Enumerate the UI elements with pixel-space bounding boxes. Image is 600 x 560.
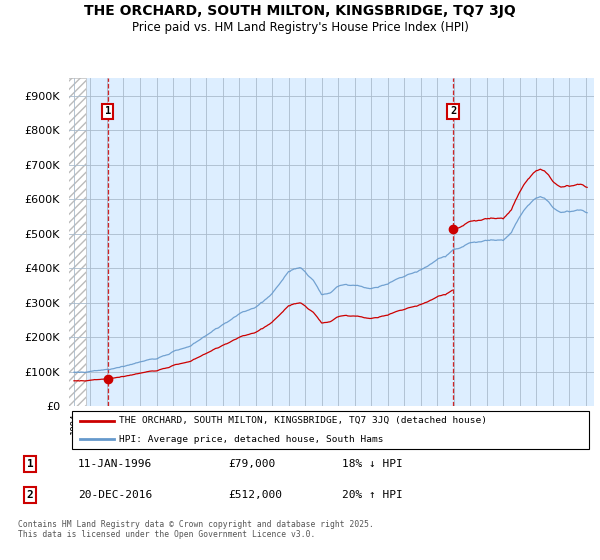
Text: Price paid vs. HM Land Registry's House Price Index (HPI): Price paid vs. HM Land Registry's House …: [131, 21, 469, 34]
Text: 1: 1: [26, 459, 34, 469]
Text: THE ORCHARD, SOUTH MILTON, KINGSBRIDGE, TQ7 3JQ: THE ORCHARD, SOUTH MILTON, KINGSBRIDGE, …: [84, 4, 516, 18]
Bar: [67, 78, 86, 406]
Text: 18% ↓ HPI: 18% ↓ HPI: [342, 459, 403, 469]
Text: 1: 1: [104, 106, 111, 116]
Text: THE ORCHARD, SOUTH MILTON, KINGSBRIDGE, TQ7 3JQ (detached house): THE ORCHARD, SOUTH MILTON, KINGSBRIDGE, …: [119, 416, 487, 425]
Text: Contains HM Land Registry data © Crown copyright and database right 2025.
This d: Contains HM Land Registry data © Crown c…: [18, 520, 374, 539]
Text: HPI: Average price, detached house, South Hams: HPI: Average price, detached house, Sout…: [119, 435, 383, 444]
Text: 11-JAN-1996: 11-JAN-1996: [78, 459, 152, 469]
Text: 20% ↑ HPI: 20% ↑ HPI: [342, 490, 403, 500]
Text: £512,000: £512,000: [228, 490, 282, 500]
Text: £79,000: £79,000: [228, 459, 275, 469]
Text: 20-DEC-2016: 20-DEC-2016: [78, 490, 152, 500]
FancyBboxPatch shape: [71, 411, 589, 449]
Text: 2: 2: [450, 106, 456, 116]
Bar: [67, 78, 86, 406]
Text: 2: 2: [26, 490, 34, 500]
